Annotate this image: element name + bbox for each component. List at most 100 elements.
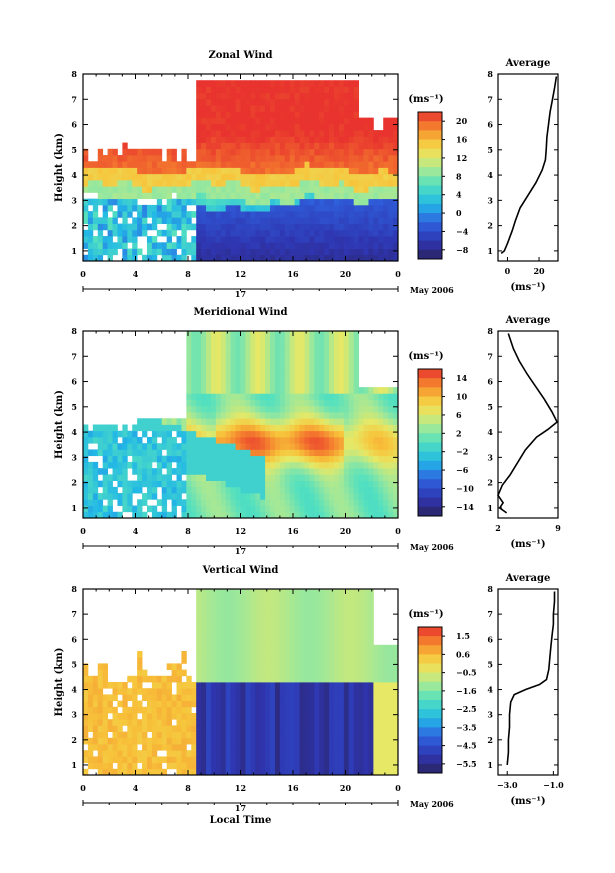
heatmap-cell: [388, 254, 394, 262]
heatmap-cell: [255, 92, 261, 100]
heatmap-cell: [363, 744, 369, 751]
heatmap-cell: [235, 461, 241, 469]
heatmap-cell: [146, 762, 153, 770]
heatmap-cell: [250, 768, 256, 776]
y-tick-label: 6: [71, 377, 77, 387]
heatmap-cell: [250, 217, 256, 224]
heatmap-cell: [299, 455, 305, 463]
heatmap-cell: [274, 505, 281, 513]
heatmap-cell: [314, 430, 320, 438]
heatmap-cell: [309, 117, 315, 125]
heatmap-cell: [338, 136, 345, 143]
heatmap-cell: [348, 387, 355, 394]
heatmap-cell: [87, 474, 94, 481]
heatmap-cell: [196, 613, 202, 621]
heatmap-cell: [210, 449, 217, 457]
heatmap-cell: [284, 192, 291, 200]
heatmap-cell: [274, 725, 281, 732]
heatmap-cell: [284, 675, 291, 683]
heatmap-cell: [191, 387, 197, 394]
heatmap-cell: [240, 161, 246, 168]
heatmap-cell: [304, 725, 310, 732]
heatmap-cell: [343, 86, 350, 94]
heatmap-cell: [348, 644, 355, 652]
heatmap-cell: [206, 355, 212, 363]
heatmap-cell: [171, 211, 177, 218]
y-tick-label: 7: [71, 351, 77, 361]
heatmap-cell: [220, 511, 227, 519]
heatmap-cell: [87, 179, 94, 187]
heatmap-cell: [240, 675, 246, 683]
heatmap-cell: [245, 155, 251, 162]
heatmap-cell: [314, 374, 320, 382]
heatmap-cell: [230, 589, 236, 596]
heatmap-cell: [353, 589, 360, 596]
heatmap-cell: [388, 706, 394, 714]
heatmap-cell: [122, 768, 128, 776]
heatmap-cell: [270, 405, 276, 413]
heatmap-cell: [220, 148, 227, 156]
heatmap-cell: [250, 186, 256, 193]
heatmap-cell: [260, 362, 266, 369]
heatmap-cell: [358, 167, 364, 175]
heatmap-cell: [176, 236, 182, 243]
heatmap-cell: [201, 343, 207, 351]
average-x-label: (ms⁻¹): [510, 282, 545, 293]
heatmap-cell: [289, 412, 296, 419]
heatmap-cell: [235, 626, 241, 633]
heatmap-cell: [388, 511, 394, 519]
heatmap-cell: [215, 436, 222, 444]
heatmap-cell: [92, 480, 99, 488]
heatmap-cell: [304, 424, 310, 432]
heatmap-cell: [102, 186, 109, 193]
heatmap-cell: [235, 211, 241, 218]
heatmap-cell: [102, 744, 109, 751]
heatmap-cell: [353, 694, 360, 701]
heatmap-cell: [358, 744, 364, 751]
heatmap-cell: [225, 111, 232, 119]
heatmap-cell: [107, 186, 113, 193]
heatmap-cell: [97, 217, 104, 224]
heatmap-cell: [373, 675, 379, 683]
heatmap-cell: [393, 387, 399, 394]
heatmap-cell: [250, 455, 256, 463]
heatmap-cell: [102, 449, 109, 457]
heatmap-cell: [343, 713, 350, 720]
heatmap-cell: [146, 236, 153, 243]
heatmap-cell: [220, 136, 227, 143]
heatmap-cell: [97, 511, 104, 519]
heatmap-cell: [230, 111, 236, 119]
heatmap-cell: [338, 638, 345, 646]
heatmap-cell: [334, 192, 340, 200]
average-profile-line: [497, 333, 559, 514]
heatmap-cell: [368, 669, 374, 677]
heatmap-cell: [166, 474, 172, 481]
heatmap-cell: [334, 142, 340, 150]
heatmap-cell: [206, 589, 212, 596]
heatmap-cell: [201, 254, 207, 262]
heatmap-cell: [265, 589, 271, 596]
heatmap-cell: [319, 399, 325, 407]
heatmap-cell: [92, 474, 99, 481]
heatmap-cell: [368, 682, 374, 689]
heatmap-cell: [260, 436, 266, 444]
heatmap-cell: [329, 511, 335, 519]
heatmap-cell: [393, 123, 399, 131]
heatmap-cell: [324, 179, 330, 187]
heatmap-cell: [83, 756, 89, 763]
heatmap-cell: [343, 461, 350, 469]
heatmap-cell: [294, 424, 300, 432]
heatmap-cell: [353, 644, 360, 652]
heatmap-cell: [196, 86, 202, 94]
heatmap-cell: [191, 337, 197, 344]
heatmap-cell: [358, 130, 364, 137]
heatmap-cell: [171, 756, 177, 763]
heatmap-cell: [274, 449, 281, 457]
heatmap-cell: [83, 505, 89, 513]
heatmap-cell: [299, 242, 305, 249]
heatmap-cell: [309, 737, 315, 745]
heatmap-cell: [279, 173, 286, 181]
heatmap-cell: [215, 430, 222, 438]
heatmap-cell: [348, 719, 355, 726]
heatmap-cell: [329, 493, 335, 500]
